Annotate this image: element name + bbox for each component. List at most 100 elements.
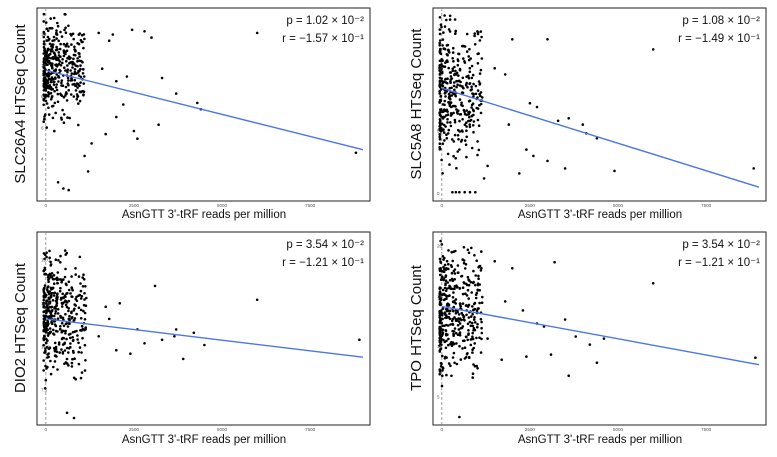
data-point: [67, 45, 70, 48]
data-point: [455, 108, 458, 111]
data-point: [448, 294, 451, 297]
data-point: [448, 51, 451, 54]
data-point: [452, 84, 456, 88]
data-point: [471, 324, 475, 328]
data-point: [71, 330, 75, 334]
data-point: [471, 281, 475, 285]
data-point: [458, 287, 462, 290]
data-point: [480, 57, 484, 60]
data-point: [71, 295, 74, 299]
data-point: [77, 33, 81, 36]
data-point: [73, 70, 77, 74]
data-point: [441, 38, 445, 41]
data-point: [46, 315, 50, 319]
data-point: [56, 271, 60, 274]
data-point: [65, 346, 69, 350]
data-point: [456, 112, 459, 115]
data-point: [43, 257, 46, 261]
data-point: [595, 361, 599, 365]
data-point: [445, 356, 448, 359]
data-point: [479, 111, 483, 115]
data-point: [63, 362, 66, 366]
data-point: [67, 299, 71, 303]
data-point: [80, 324, 84, 328]
data-point: [476, 32, 480, 36]
data-point: [72, 319, 76, 322]
data-point: [42, 310, 46, 313]
data-point: [479, 317, 483, 321]
y-tick-label: 10: [437, 344, 443, 349]
y-tick-label: 12: [41, 32, 47, 37]
data-point: [468, 320, 472, 324]
data-point: [71, 339, 75, 343]
data-point: [456, 59, 460, 63]
data-point: [440, 158, 443, 162]
data-point: [66, 64, 69, 67]
data-point: [486, 337, 489, 340]
data-point: [454, 319, 458, 323]
data-point: [55, 299, 58, 302]
data-point: [42, 369, 45, 372]
panel-slc5a8: 0 2500 5000 7500 0 5 10 p = 1.08 × 10⁻² …: [408, 7, 767, 221]
data-point: [445, 59, 448, 63]
data-point: [477, 307, 480, 310]
data-point: [446, 152, 450, 156]
data-point: [438, 321, 442, 325]
data-point: [80, 294, 84, 298]
data-point: [63, 275, 67, 279]
data-point: [65, 322, 68, 325]
data-point: [52, 328, 55, 332]
data-point: [58, 289, 62, 293]
data-point: [461, 44, 464, 48]
data-point: [48, 27, 51, 30]
data-point: [43, 325, 47, 329]
data-point: [461, 118, 464, 121]
data-point: [79, 38, 83, 42]
data-point: [60, 348, 63, 351]
data-point: [44, 349, 47, 353]
data-point: [62, 324, 66, 328]
data-point: [475, 364, 479, 368]
data-point: [82, 278, 86, 281]
data-point: [42, 52, 45, 55]
data-point: [588, 343, 592, 346]
data-point: [45, 345, 49, 349]
data-point: [45, 39, 49, 42]
data-point: [444, 279, 448, 283]
data-point: [73, 303, 76, 306]
data-point: [451, 343, 455, 346]
data-point: [47, 91, 50, 94]
data-point: [118, 302, 122, 305]
data-point: [462, 108, 466, 112]
data-point: [46, 56, 49, 60]
data-point: [83, 298, 86, 301]
data-point: [66, 70, 69, 74]
y-tick-label: 10: [41, 63, 47, 68]
data-point: [67, 322, 70, 325]
data-point: [466, 338, 470, 342]
data-point: [454, 156, 458, 160]
x-ticks: 0 2500 5000 7500: [45, 427, 316, 432]
data-point: [442, 270, 446, 274]
data-point: [48, 315, 52, 319]
data-point: [574, 335, 577, 338]
data-point: [469, 88, 473, 92]
data-point: [446, 132, 450, 135]
data-point: [55, 56, 58, 59]
data-point: [48, 290, 52, 293]
data-point: [453, 316, 456, 319]
data-point: [65, 357, 69, 361]
data-point: [97, 335, 100, 338]
data-point: [60, 330, 63, 334]
data-point: [43, 293, 47, 297]
data-point: [67, 188, 70, 192]
data-point: [458, 332, 462, 335]
data-point: [48, 249, 51, 253]
data-point: [76, 86, 79, 89]
data-point: [64, 299, 67, 303]
data-point: [452, 46, 455, 50]
data-point: [518, 172, 521, 175]
data-point: [452, 309, 455, 313]
data-point: [440, 384, 444, 388]
data-point: [455, 284, 458, 288]
